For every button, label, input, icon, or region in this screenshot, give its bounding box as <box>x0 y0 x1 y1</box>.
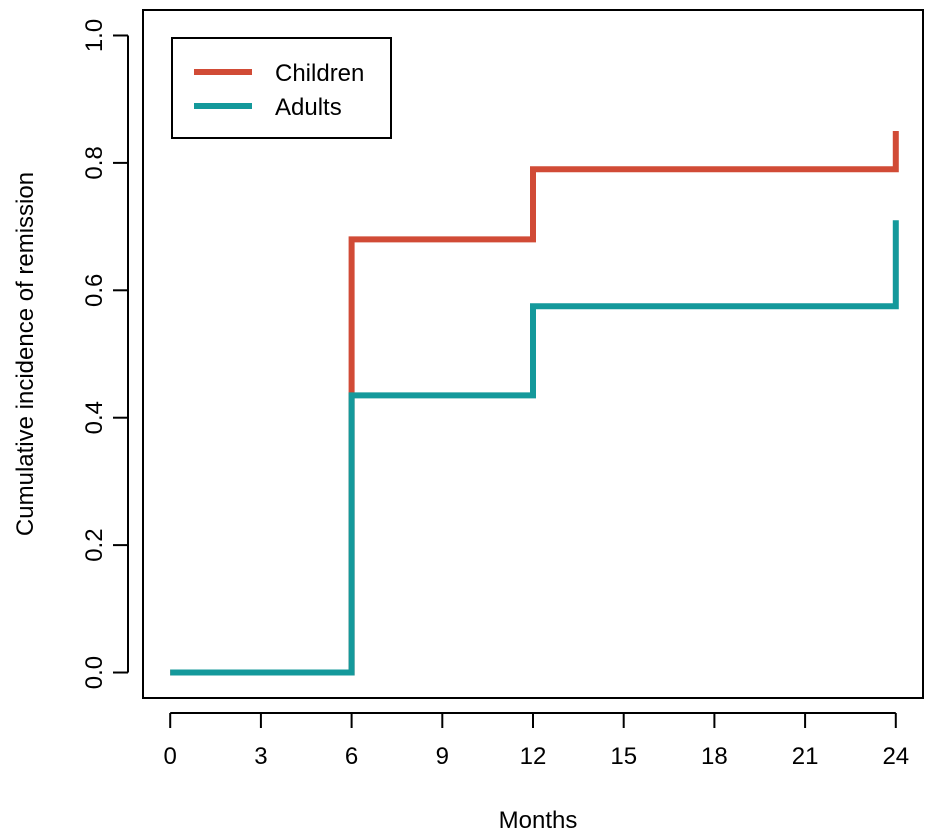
y-tick-label: 0.0 <box>81 656 108 689</box>
x-tick-label: 15 <box>610 743 637 770</box>
x-tick-label: 24 <box>882 743 909 770</box>
x-axis: 0 3 6 9 12 15 18 21 24 <box>164 712 909 770</box>
plot-frame <box>142 9 924 699</box>
series-line-children <box>170 131 899 676</box>
legend: Children Adults <box>171 37 392 139</box>
y-axis-title: Cumulative incidence of remission <box>12 172 39 536</box>
y-tick-label: 1.0 <box>81 19 108 52</box>
series-layer <box>170 131 899 676</box>
x-tick-label: 21 <box>792 743 819 770</box>
legend-box <box>171 37 392 139</box>
x-tick-label: 18 <box>701 743 728 770</box>
x-axis-title: Months <box>499 807 578 833</box>
legend-label-children: Children <box>275 60 364 87</box>
x-tick-label: 6 <box>345 743 358 770</box>
legend-label-adults: Adults <box>275 94 342 121</box>
y-tick-label: 0.4 <box>81 401 108 434</box>
x-tick-label: 0 <box>164 743 177 770</box>
y-tick-label: 0.8 <box>81 146 108 179</box>
x-tick-label: 12 <box>520 743 547 770</box>
y-tick-label: 0.2 <box>81 528 108 561</box>
y-axis: 0.0 0.2 0.4 0.6 0.8 1.0 <box>81 19 129 689</box>
x-tick-label: 9 <box>436 743 449 770</box>
y-tick-label: 0.6 <box>81 274 108 307</box>
x-tick-label: 3 <box>254 743 267 770</box>
series-line-adults <box>170 220 899 676</box>
